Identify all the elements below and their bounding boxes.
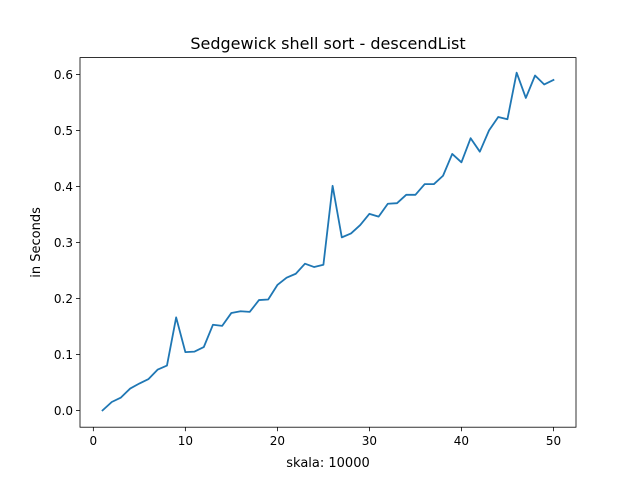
y-axis-ticks: 0.0 0.1 0.2 0.3 0.4 0.5 0.6: [54, 68, 80, 418]
x-axis-label: skala: 10000: [286, 456, 369, 471]
x-tick-label: 40: [454, 434, 469, 448]
chart-title: Sedgewick shell sort - descendList: [190, 34, 465, 53]
plot-area: [101, 71, 555, 412]
series-line: [101, 71, 555, 412]
y-tick-label: 0.6: [54, 68, 73, 82]
x-tick-label: 30: [362, 434, 377, 448]
y-axis-label: in Seconds: [29, 207, 44, 278]
x-tick-label: 20: [270, 434, 285, 448]
y-tick-label: 0.2: [54, 292, 73, 306]
x-tick-label: 10: [178, 434, 193, 448]
x-axis-ticks: 0 10 20 30 40 50: [90, 427, 561, 448]
x-tick-label: 50: [546, 434, 561, 448]
x-tick-label: 0: [90, 434, 98, 448]
y-tick-label: 0.0: [54, 404, 73, 418]
y-tick-label: 0.5: [54, 124, 73, 138]
y-tick-label: 0.1: [54, 348, 73, 362]
y-tick-label: 0.4: [54, 180, 73, 194]
y-tick-label: 0.3: [54, 236, 73, 250]
